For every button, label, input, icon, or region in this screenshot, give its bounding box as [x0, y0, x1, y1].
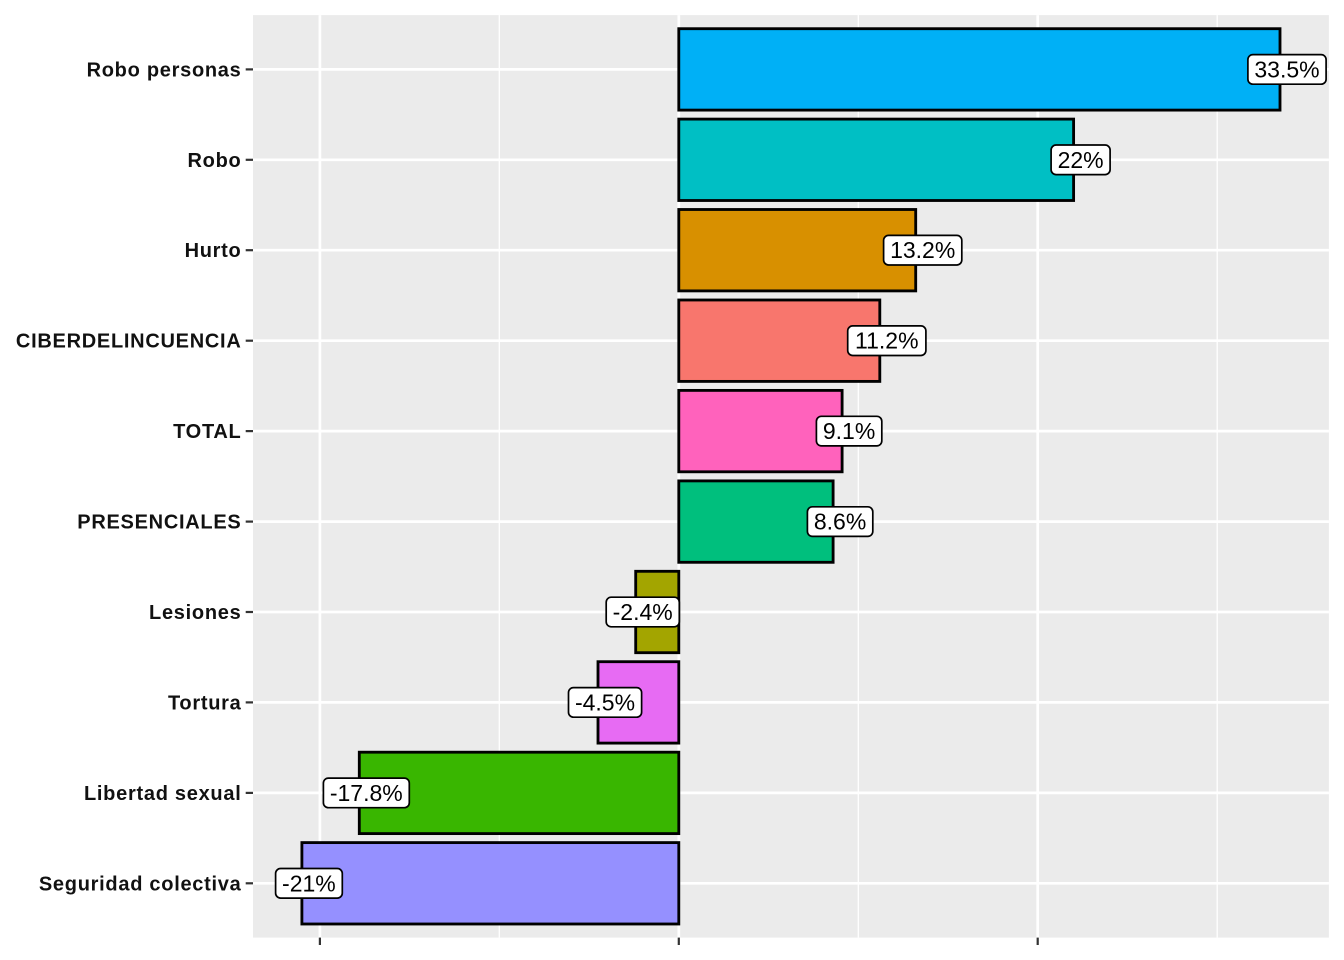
- svg-text:22%: 22%: [1058, 147, 1104, 173]
- svg-text:PRESENCIALES: PRESENCIALES: [77, 512, 241, 534]
- svg-text:-4.5%: -4.5%: [575, 689, 635, 715]
- svg-text:9.1%: 9.1%: [823, 418, 875, 444]
- svg-text:Robo personas: Robo personas: [87, 59, 242, 81]
- svg-text:Hurto: Hurto: [185, 240, 242, 262]
- svg-text:-17.8%: -17.8%: [330, 780, 403, 806]
- svg-text:11.2%: 11.2%: [855, 328, 919, 354]
- svg-text:8.6%: 8.6%: [814, 509, 866, 535]
- svg-text:CIBERDELINCUENCIA: CIBERDELINCUENCIA: [16, 331, 242, 353]
- svg-text:-21%: -21%: [282, 870, 336, 896]
- svg-text:33.5%: 33.5%: [1254, 56, 1319, 82]
- svg-text:13.2%: 13.2%: [890, 237, 955, 263]
- svg-text:Tortura: Tortura: [168, 692, 242, 714]
- svg-text:Libertad sexual: Libertad sexual: [84, 783, 242, 805]
- svg-text:TOTAL: TOTAL: [173, 421, 241, 443]
- svg-text:Seguridad colectiva: Seguridad colectiva: [39, 873, 242, 895]
- svg-text:Lesiones: Lesiones: [149, 602, 241, 624]
- svg-text:Robo: Robo: [188, 150, 242, 172]
- svg-text:-2.4%: -2.4%: [613, 599, 673, 625]
